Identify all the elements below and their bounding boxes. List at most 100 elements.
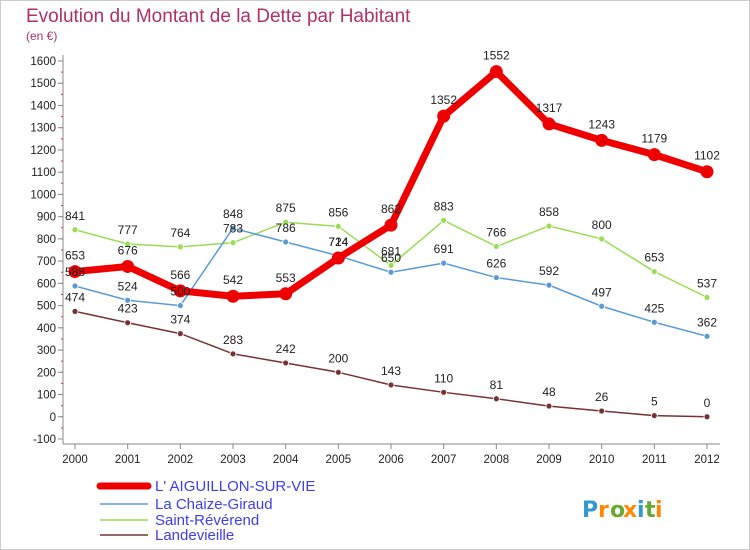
data-label: 425 — [644, 301, 664, 315]
logo-letter: P — [582, 498, 598, 523]
legend-entry: Saint-Révérend — [155, 512, 259, 529]
data-point-0 — [121, 259, 135, 273]
data-point-3 — [387, 381, 395, 389]
data-point-2 — [229, 239, 237, 247]
x-tick-label: 2009 — [536, 454, 562, 466]
data-label: 26 — [595, 390, 609, 404]
x-tick-label: 2007 — [431, 454, 457, 466]
data-label: 5 — [651, 395, 658, 409]
data-point-1 — [703, 332, 711, 340]
data-point-1 — [387, 268, 395, 276]
data-label: 724 — [328, 235, 348, 249]
data-point-3 — [334, 368, 342, 376]
data-point-3 — [598, 407, 606, 415]
data-label: 777 — [118, 223, 138, 237]
data-point-1 — [282, 238, 290, 246]
data-label: 110 — [434, 371, 453, 385]
data-label: 714 — [328, 235, 348, 249]
data-point-3 — [545, 402, 553, 410]
data-point-0 — [173, 284, 187, 298]
data-label: 81 — [490, 378, 504, 392]
x-tick-label: 2000 — [62, 454, 88, 466]
data-label: 862 — [381, 202, 401, 216]
legend-entry: La Chaize-Giraud — [155, 496, 273, 513]
data-label: 474 — [65, 290, 85, 304]
y-tick-label: 300 — [37, 345, 56, 357]
data-point-0 — [542, 117, 556, 131]
y-tick-label: 1300 — [30, 123, 56, 135]
data-label: 500 — [170, 285, 190, 299]
data-label: 1179 — [641, 132, 667, 146]
data-point-1 — [124, 296, 132, 304]
data-label: 200 — [328, 351, 348, 365]
data-label: 856 — [328, 205, 348, 219]
data-point-2 — [334, 223, 342, 230]
data-point-1 — [440, 259, 448, 267]
data-label: 848 — [223, 207, 243, 221]
data-label: 1317 — [536, 101, 563, 115]
data-point-0 — [384, 218, 398, 232]
x-tick-label: 2005 — [326, 454, 352, 466]
y-tick-label: 100 — [37, 390, 56, 402]
y-tick-label: 1100 — [31, 167, 56, 179]
data-point-1 — [492, 274, 500, 281]
data-label: 764 — [170, 226, 190, 240]
y-tick-label: 700 — [37, 256, 56, 268]
y-tick-label: 800 — [37, 234, 56, 246]
data-label: 875 — [276, 201, 296, 215]
data-label: 553 — [276, 271, 296, 285]
data-label: 676 — [118, 243, 138, 257]
y-tick-label: 0 — [50, 412, 56, 424]
logo-letter: r — [598, 498, 609, 523]
data-label: 1552 — [483, 49, 510, 63]
y-tick-label: 1400 — [30, 100, 56, 112]
data-point-1 — [71, 282, 79, 290]
data-label: 423 — [118, 302, 138, 316]
data-label: 1102 — [694, 149, 720, 163]
data-label: 1352 — [430, 93, 457, 107]
data-point-3 — [71, 307, 79, 315]
data-point-3 — [492, 395, 500, 403]
data-point-3 — [124, 319, 132, 327]
data-point-2 — [492, 243, 500, 250]
data-point-1 — [598, 302, 606, 310]
data-label: 883 — [434, 199, 454, 213]
logo-letter: x — [623, 498, 637, 523]
y-tick-label: 400 — [37, 323, 56, 335]
data-label: 1243 — [588, 117, 615, 131]
y-tick-label: 900 — [37, 212, 56, 224]
y-tick-label: 500 — [37, 301, 56, 313]
x-tick-label: 2001 — [115, 454, 141, 466]
data-point-3 — [176, 330, 184, 338]
data-point-2 — [387, 261, 395, 269]
data-label: 858 — [539, 205, 559, 219]
data-label: 566 — [170, 268, 190, 282]
data-point-2 — [703, 293, 711, 301]
data-point-1 — [545, 281, 553, 289]
data-point-0 — [68, 265, 82, 279]
data-label: 362 — [697, 315, 717, 329]
x-tick-label: 2011 — [642, 454, 667, 466]
data-point-0 — [595, 133, 609, 147]
logo-letter: i — [655, 498, 663, 523]
data-label: 588 — [65, 265, 85, 279]
data-point-1 — [176, 302, 184, 309]
y-tick-label: -100 — [33, 434, 56, 446]
x-tick-label: 2002 — [168, 454, 194, 466]
data-point-2 — [124, 240, 132, 248]
data-label: 653 — [65, 249, 85, 263]
data-point-2 — [176, 243, 184, 251]
data-label: 691 — [434, 242, 454, 256]
data-label: 626 — [486, 257, 506, 271]
data-label: 766 — [486, 225, 506, 239]
data-label: 650 — [381, 251, 401, 265]
data-label: 592 — [539, 264, 559, 278]
y-tick-label: 1500 — [30, 78, 56, 90]
data-point-3 — [282, 359, 290, 367]
data-point-2 — [282, 218, 290, 226]
chart-subtitle: (en €) — [26, 29, 57, 43]
